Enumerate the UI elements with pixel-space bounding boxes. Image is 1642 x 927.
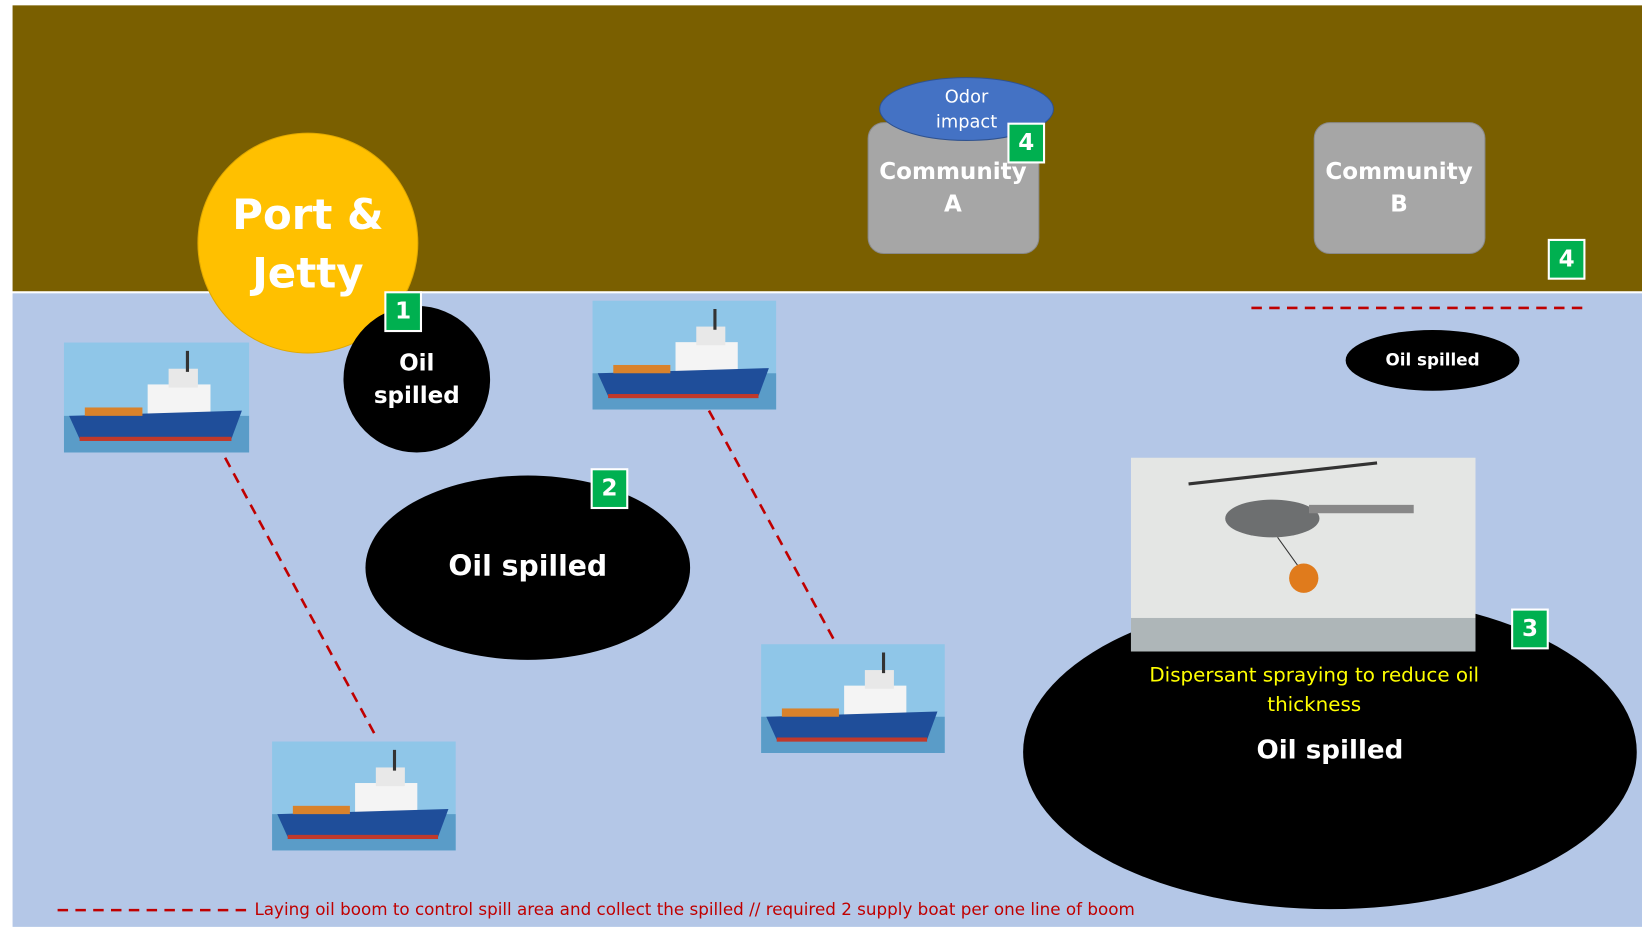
label-line: Dispersant spraying to reduce oil — [1149, 663, 1479, 686]
badge-number: 1 — [395, 299, 411, 325]
slide: Port & Jetty Community A Odor impact Commun… — [0, 0, 1642, 927]
supply-boat — [593, 301, 777, 410]
label-line: spilled — [374, 382, 460, 408]
label-line: Community — [1325, 158, 1472, 184]
oil-label: Oil spilled — [448, 550, 607, 583]
supply-boat — [272, 742, 456, 851]
label-line: Oil — [399, 350, 434, 376]
badge-number: 3 — [1522, 616, 1538, 642]
badge: 3 — [1512, 610, 1548, 649]
port-line: Port & — [232, 189, 383, 238]
port-line: Jetty — [249, 248, 363, 297]
label-line: A — [944, 191, 962, 217]
label-line: B — [1390, 191, 1408, 217]
label-line: thickness — [1267, 692, 1361, 715]
badge: 1 — [385, 292, 421, 331]
badge: 2 — [592, 469, 628, 508]
badge: 4 — [1008, 124, 1044, 163]
label-line: Odor — [945, 87, 989, 108]
community-b — [1314, 123, 1485, 254]
label-line: Community — [879, 158, 1026, 184]
badge-number: 4 — [1018, 130, 1034, 156]
badge-number: 4 — [1559, 246, 1575, 272]
badge-number: 2 — [601, 476, 617, 502]
supply-boat — [761, 644, 945, 753]
oil-label: Oil spilled — [1256, 735, 1403, 765]
label-line: impact — [936, 112, 997, 133]
supply-boat — [64, 343, 249, 453]
helicopter-photo — [1131, 458, 1476, 652]
legend-text: Laying oil boom to control spill area an… — [254, 899, 1134, 919]
oil-label: Oil spilled — [1386, 349, 1480, 369]
badge: 4 — [1549, 240, 1585, 279]
